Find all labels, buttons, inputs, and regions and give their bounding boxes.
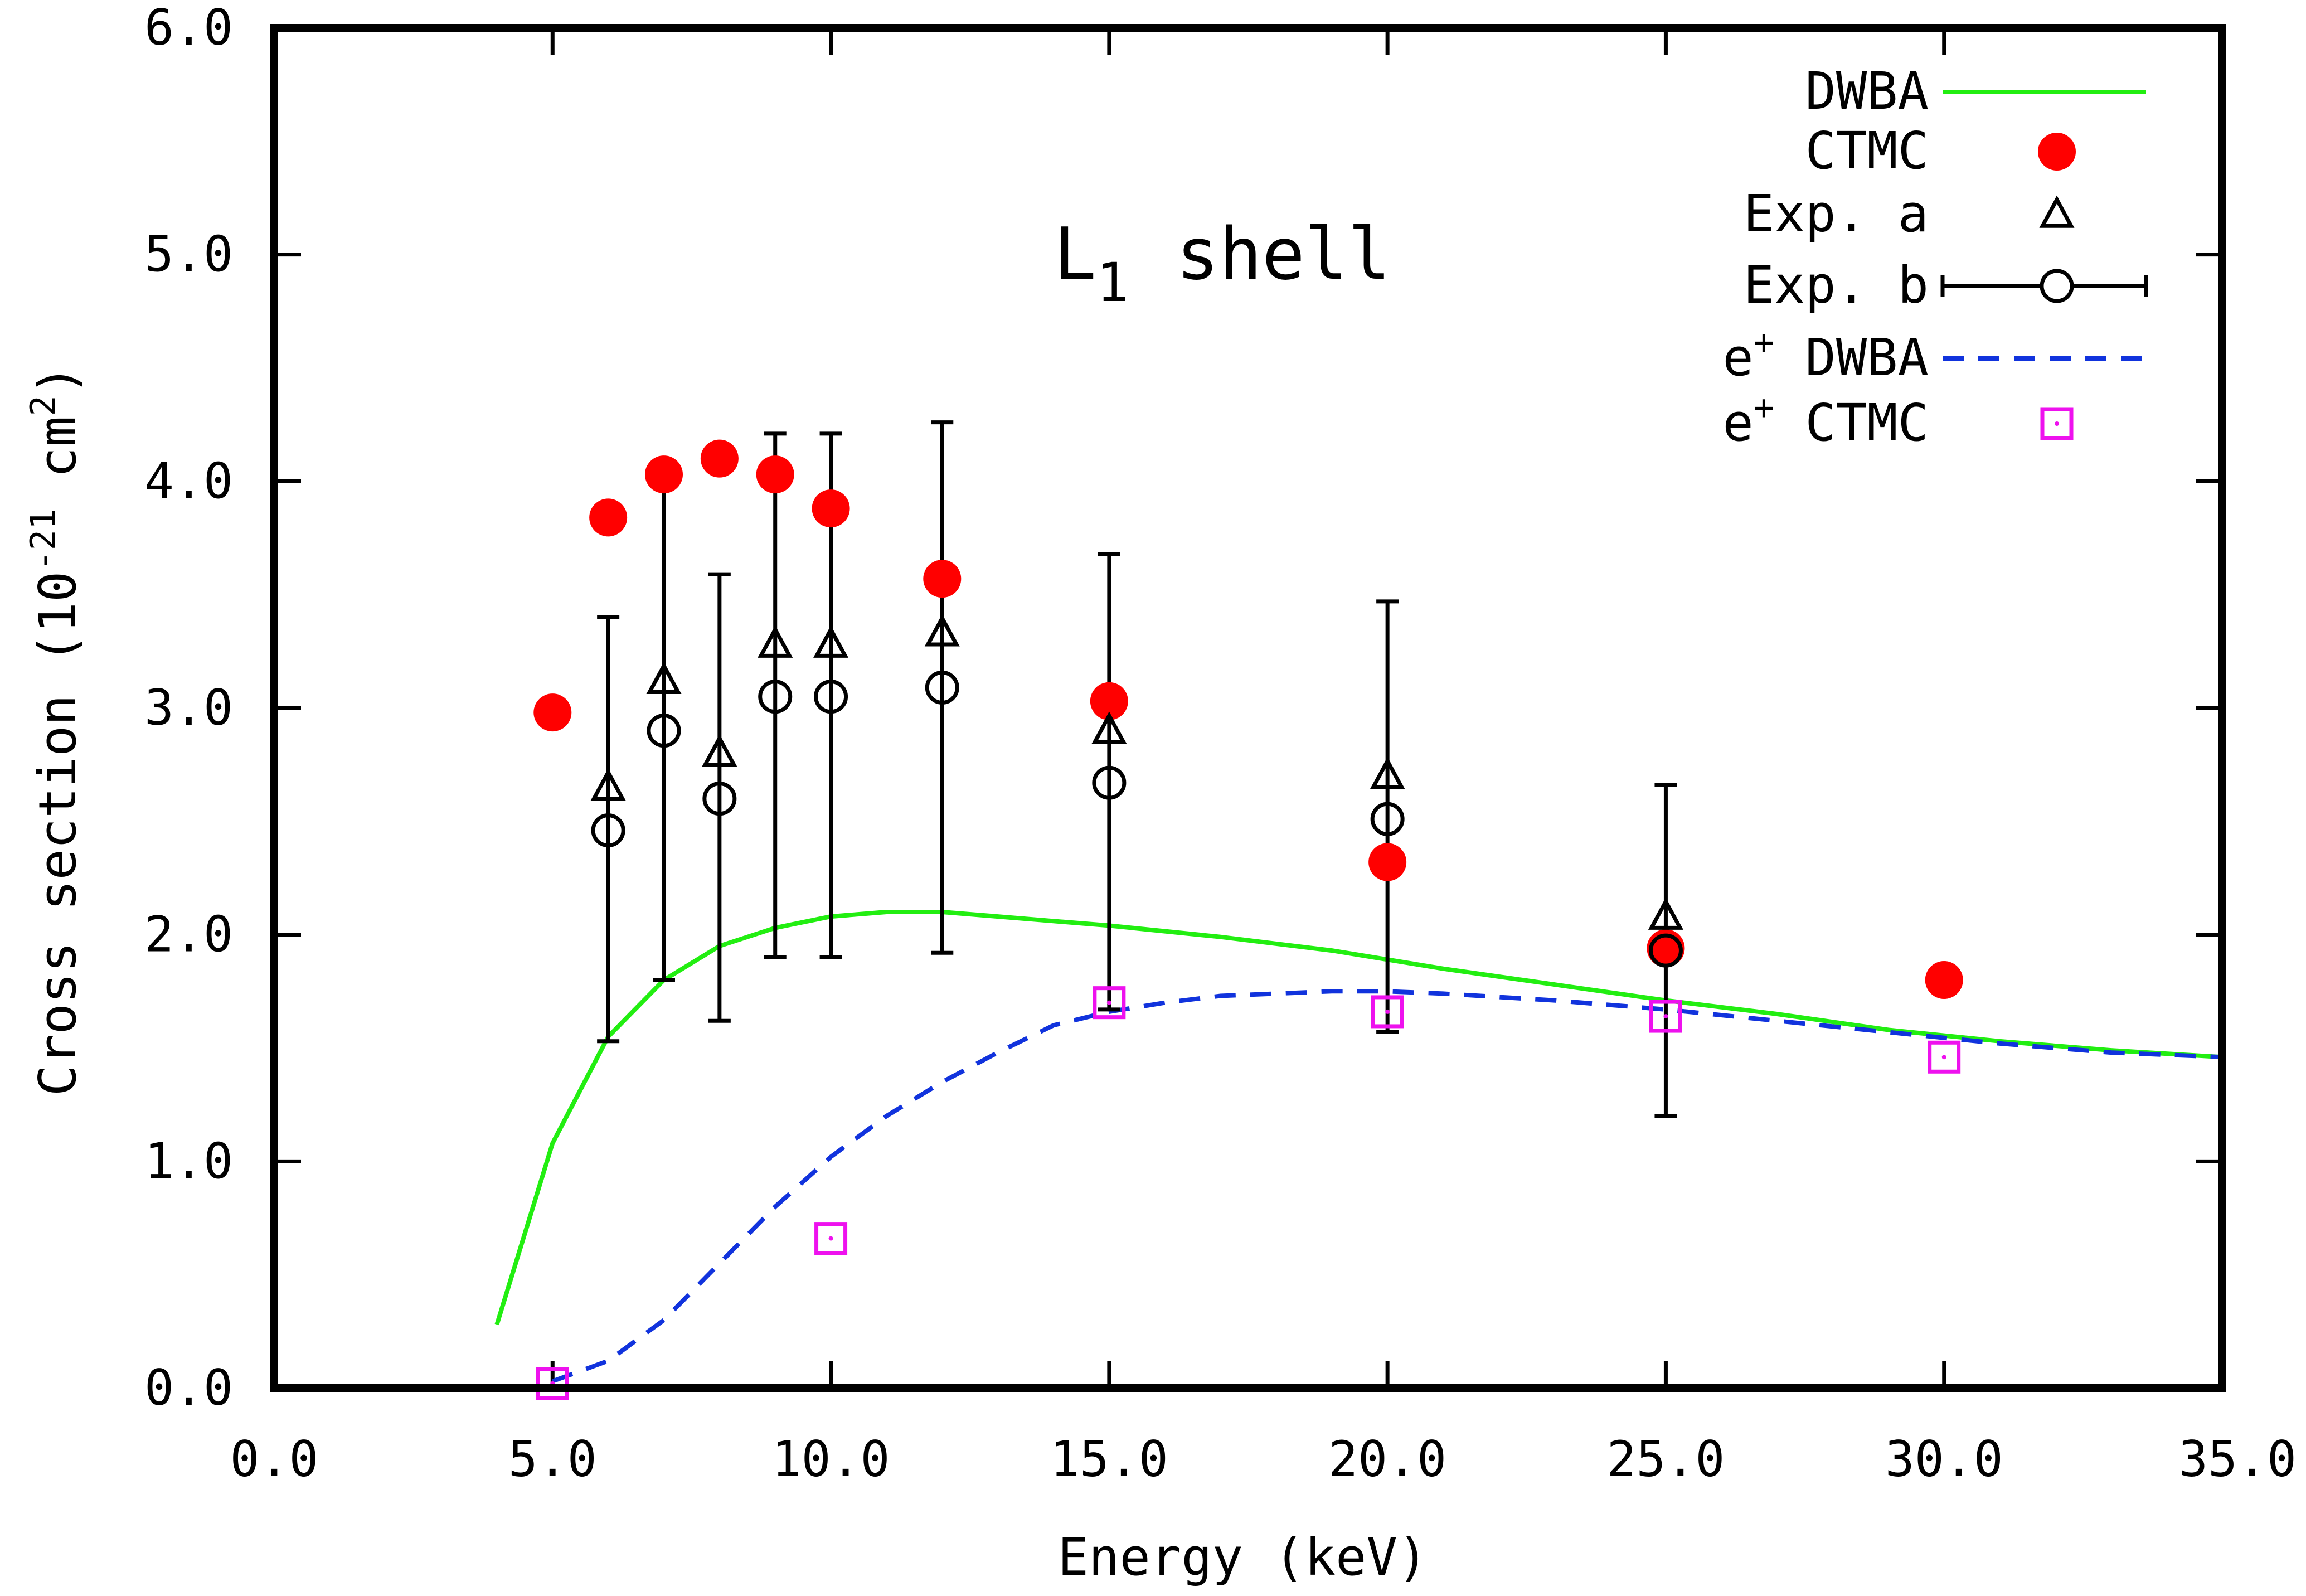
x-tick-label: 10.0	[772, 1430, 890, 1488]
legend-label-name: CTMC	[1774, 393, 1929, 453]
legend-symbol-exp-b	[2040, 269, 2074, 303]
legend-label-sup: +	[1754, 387, 1774, 428]
ctmc-point	[812, 489, 850, 528]
legend-label-epctmc: e+ CTMC	[1722, 387, 1929, 453]
y-axis-title-suffix: )	[28, 365, 88, 395]
legend-label-expb: Exp. b	[1744, 255, 1929, 315]
exp-a-point	[1648, 897, 1683, 930]
exp-a-point	[646, 661, 682, 694]
y-axis-title-prefix: Cross section (10	[28, 571, 88, 1097]
dwba-line	[494, 910, 2223, 1326]
x-axis-title: Energy (keV)	[1058, 1527, 1429, 1587]
x-tick-label: 20.0	[1328, 1430, 1446, 1488]
legend-label-expa: Exp. a	[1744, 184, 1929, 244]
shell-annotation-sub: 1	[1096, 251, 1129, 314]
legend-label-sup: +	[1754, 322, 1774, 362]
y-axis-title-exp1: -21	[23, 509, 64, 571]
ctmc-point	[1090, 682, 1128, 720]
exp-a-point	[813, 625, 849, 658]
ctmc-point	[1368, 843, 1407, 881]
y-tick-label: 3.0	[144, 679, 233, 736]
y-tick-label: 4.0	[144, 452, 233, 510]
y-tick-label: 6.0	[144, 0, 233, 56]
x-tick-label: 5.0	[508, 1430, 597, 1488]
legend-symbol-positron-ctmc	[2040, 407, 2074, 440]
positron-ctmc-point	[814, 1222, 848, 1255]
x-tick-label: 30.0	[1885, 1430, 2003, 1488]
shell-annotation-main: L	[1054, 213, 1096, 296]
positron-ctmc-point	[536, 1367, 569, 1400]
ctmc-point	[756, 455, 794, 494]
exp-b-point	[591, 813, 625, 848]
y-axis-title: Cross section (10-21 cm2)	[23, 365, 88, 1096]
ctmc-point	[533, 693, 572, 732]
y-tick-label: 0.0	[144, 1359, 233, 1416]
tick-labels-group: 0.0 5.0 10.0 15.0 20.0 25.0 30.0 35.00.01.02.03…	[144, 0, 2297, 1488]
ctmc-point	[589, 498, 628, 537]
legend-label-prefix: e	[1722, 393, 1753, 453]
exp-b-point	[758, 680, 793, 714]
ctmc-point	[923, 560, 962, 598]
x-tick-label: 15.0	[1050, 1430, 1168, 1488]
legend-label-ctmc: CTMC	[1805, 121, 1929, 181]
exp-a-point	[1091, 711, 1127, 744]
x-tick-label: 0.0	[230, 1430, 319, 1488]
y-axis-title-mid: cm	[28, 416, 88, 508]
y-tick-label: 1.0	[144, 1132, 233, 1190]
x-tick-label: 25.0	[1606, 1430, 1725, 1488]
shell-annotation: L1 shell	[1054, 213, 1391, 314]
exp-b-point	[702, 782, 737, 816]
ctmc-point	[645, 455, 683, 494]
positron-ctmc-point	[1371, 995, 1404, 1029]
legend-symbol-exp-a	[2039, 195, 2075, 228]
exp-b-point	[647, 714, 681, 748]
positron-ctmc-point-dot	[828, 1236, 833, 1241]
legend-symbol-ctmc	[2038, 133, 2076, 171]
x-tick-label: 35.0	[2178, 1430, 2297, 1488]
positron-ctmc-point-dot	[1106, 1000, 1111, 1005]
exp-b-point	[925, 670, 959, 705]
exp-b-point	[1370, 802, 1405, 836]
positron-ctmc-point	[1649, 1000, 1682, 1033]
ctmc-point	[1925, 961, 1963, 999]
positron-ctmc-point-dot	[1941, 1055, 1946, 1060]
series-group	[494, 420, 2223, 1400]
positron-ctmc-point	[1928, 1040, 1961, 1074]
positron-ctmc-point-dot	[1385, 1009, 1390, 1014]
exp-a-point	[924, 614, 960, 647]
exp-a-point	[758, 625, 793, 658]
exp-b-point	[1648, 933, 1683, 968]
legend-label-dwba: DWBA	[1805, 61, 1929, 121]
positron-ctmc-point-dot	[1663, 1014, 1668, 1019]
positron-ctmc-point	[1093, 986, 1126, 1020]
exp-b-point	[1092, 765, 1127, 800]
legend-label-name: DWBA	[1774, 328, 1929, 387]
ctmc-point	[700, 439, 739, 478]
positron-dwba-line	[551, 989, 2223, 1384]
exp-a-point	[590, 768, 626, 801]
exp-b-point	[814, 680, 848, 714]
legend-label-epdwba: e+ DWBA	[1722, 322, 1929, 387]
exp-a-point	[1370, 756, 1405, 789]
legend-symbol-positron-ctmc-dot	[2055, 421, 2059, 426]
y-tick-label: 2.0	[144, 906, 233, 963]
shell-annotation-rest: shell	[1176, 213, 1391, 296]
y-axis-title-exp2: 2	[23, 395, 64, 416]
plot-frame	[270, 24, 2226, 1392]
y-tick-label: 5.0	[144, 226, 233, 283]
exp-a-point	[702, 734, 737, 767]
legend-label-prefix: e	[1722, 328, 1753, 387]
